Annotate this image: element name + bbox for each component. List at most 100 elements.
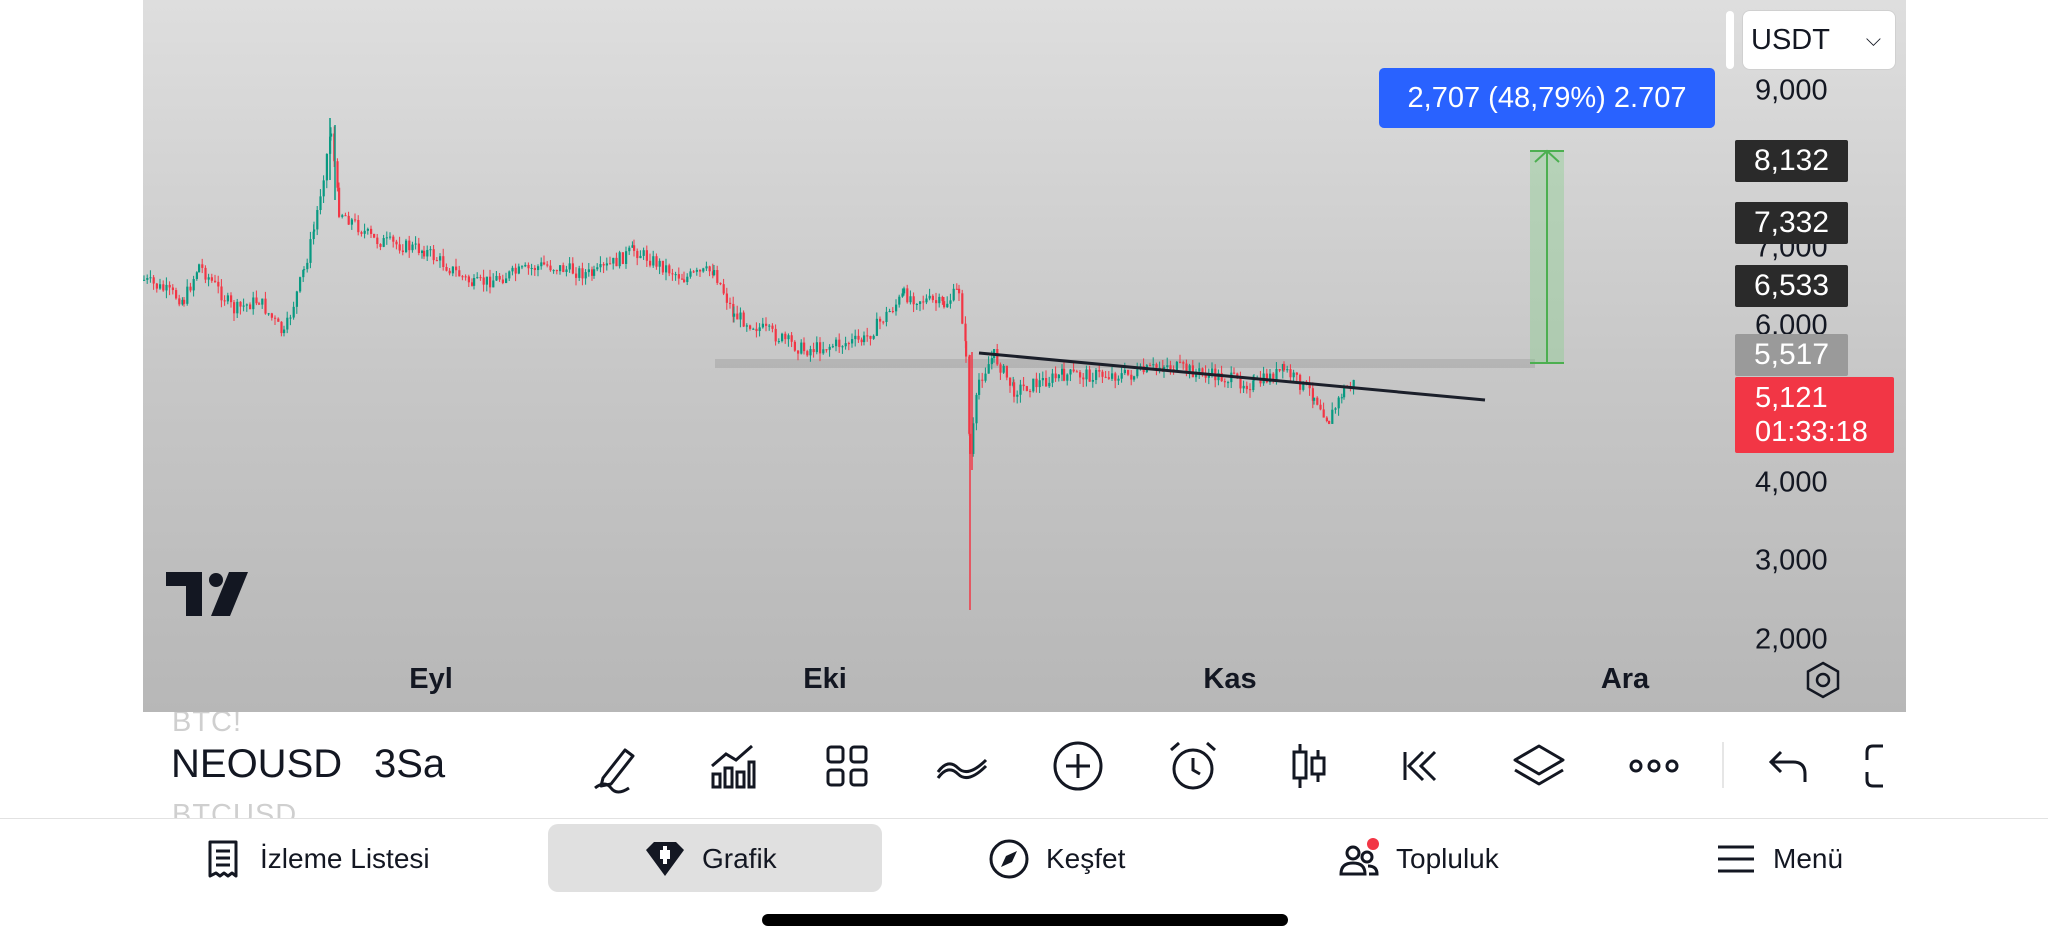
- candle-body: [395, 241, 398, 245]
- candle-body: [1334, 408, 1337, 410]
- interval-button[interactable]: 3Sa: [374, 742, 446, 786]
- candlestick-series[interactable]: [143, 0, 1906, 712]
- home-indicator[interactable]: [762, 914, 1288, 926]
- replay-icon[interactable]: [1393, 736, 1453, 796]
- pencil-icon[interactable]: [587, 736, 647, 796]
- candle-body: [421, 250, 424, 254]
- tradingview-logo-icon: [166, 572, 248, 616]
- candle-body: [891, 311, 894, 313]
- candle-body: [596, 267, 599, 270]
- candle-body: [267, 313, 270, 315]
- candle-body: [882, 321, 885, 323]
- candle-body: [527, 264, 530, 269]
- candle-body: [562, 265, 565, 272]
- nav-label: İzleme Listesi: [260, 843, 430, 874]
- candle-body: [303, 269, 306, 271]
- candle-body: [261, 298, 264, 305]
- undo-icon[interactable]: [1759, 736, 1819, 796]
- candle-body: [350, 219, 353, 225]
- candle-body: [1242, 385, 1245, 389]
- candle-body: [1286, 369, 1289, 371]
- candle-body: [143, 279, 146, 281]
- time-label: Kas: [1203, 663, 1257, 695]
- nav-label: Grafik: [702, 843, 777, 874]
- candle-body: [555, 270, 558, 272]
- alarm-icon[interactable]: [1163, 736, 1223, 796]
- candle-body: [1152, 364, 1155, 366]
- drawing-lines-icon[interactable]: [932, 736, 992, 796]
- candle-body: [464, 276, 467, 278]
- candle-body: [857, 335, 860, 340]
- candle-body: [543, 262, 546, 265]
- candle-body: [800, 342, 803, 354]
- candle-body: [411, 244, 414, 251]
- candle-body: [366, 228, 369, 231]
- layout-grid-icon[interactable]: [817, 736, 877, 796]
- candle-body: [677, 274, 680, 279]
- ticker-next[interactable]: BTCUSD: [172, 799, 298, 818]
- currency-select[interactable]: USDT ⌵: [1743, 11, 1895, 69]
- symbol-ticker[interactable]: NEOUSD: [171, 742, 343, 786]
- candle-body: [408, 240, 411, 251]
- indicators-icon[interactable]: [702, 736, 762, 796]
- nav-item-explore[interactable]: Keşfet: [988, 825, 1125, 893]
- candle-body: [316, 209, 319, 230]
- candle-body: [1048, 382, 1051, 387]
- candle-body: [841, 346, 844, 348]
- candle-body: [1289, 369, 1292, 378]
- candle-body: [695, 269, 698, 272]
- candle-body: [681, 278, 684, 280]
- price-chart[interactable]: 9,000 7,000 6,000 4,000 3,000 2,000 8,13…: [143, 0, 1906, 712]
- candle-body: [705, 266, 708, 269]
- candle-body: [739, 312, 742, 320]
- chart-settings-icon[interactable]: [1803, 660, 1843, 700]
- candle-body: [1188, 365, 1191, 373]
- candle-body: [1038, 380, 1041, 388]
- candle-body: [501, 279, 504, 284]
- candle-body: [1013, 382, 1016, 397]
- candlestick-icon[interactable]: [1278, 736, 1338, 796]
- candle-body: [815, 342, 818, 353]
- candle-body: [401, 250, 404, 253]
- nav-item-menu[interactable]: Menü: [1715, 825, 1843, 893]
- add-circle-icon[interactable]: [1048, 736, 1108, 796]
- candle-body: [1313, 397, 1316, 401]
- candle-body: [289, 317, 292, 319]
- nav-item-chart[interactable]: Grafik: [644, 825, 777, 893]
- ticker-prev[interactable]: BTC!: [172, 712, 243, 738]
- candle-body: [609, 263, 612, 265]
- candle-body: [854, 335, 857, 340]
- candle-body: [1041, 378, 1044, 381]
- candle-body: [1223, 381, 1226, 383]
- candle-body: [1239, 376, 1242, 389]
- candle-body: [978, 379, 981, 395]
- candle-body: [445, 266, 448, 271]
- candle-body: [485, 276, 488, 285]
- trend-line: [978, 351, 1486, 402]
- fullscreen-icon[interactable]: [1855, 736, 1906, 796]
- candle-body: [1319, 404, 1322, 410]
- candle-body: [732, 303, 735, 317]
- candle-body: [426, 249, 429, 257]
- candle-body: [1045, 378, 1048, 387]
- nav-item-watchlist[interactable]: İzleme Listesi: [202, 825, 430, 893]
- candle-body: [928, 295, 931, 299]
- panel-edge: [1726, 11, 1734, 69]
- candle-body: [809, 349, 812, 356]
- candle-body: [1182, 362, 1185, 364]
- nav-item-community[interactable]: Topluluk: [1338, 825, 1499, 893]
- candle-body: [1054, 373, 1057, 379]
- candle-body: [568, 263, 571, 270]
- more-icon[interactable]: [1624, 736, 1684, 796]
- candle-body: [584, 272, 587, 279]
- measure-label[interactable]: 2,707 (48,79%) 2.707: [1379, 68, 1715, 128]
- compass-icon: [989, 839, 1029, 879]
- candle-body: [1158, 367, 1161, 369]
- layers-icon[interactable]: [1509, 736, 1569, 796]
- candle-body: [1035, 378, 1038, 388]
- candle-body: [1061, 368, 1064, 375]
- candle-body: [1340, 397, 1343, 399]
- candle-body: [790, 335, 793, 342]
- candle-body: [192, 279, 195, 291]
- candle-body: [752, 328, 755, 330]
